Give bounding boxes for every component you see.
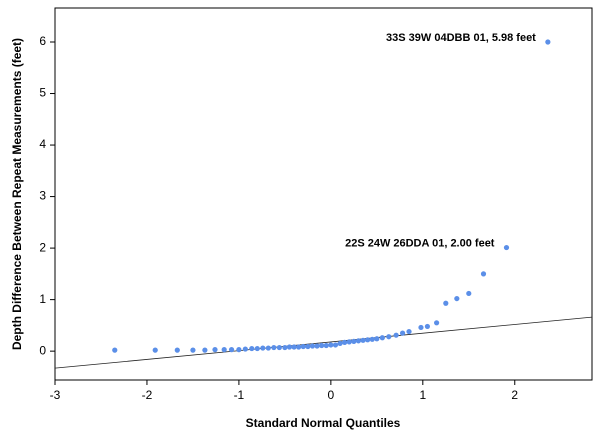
point xyxy=(434,320,440,326)
point xyxy=(369,336,375,342)
point xyxy=(291,344,297,350)
point xyxy=(418,324,424,331)
point xyxy=(254,345,260,352)
point xyxy=(424,323,431,330)
point xyxy=(249,345,255,352)
x-axis-label: Standard Normal Quantiles xyxy=(246,416,401,430)
point xyxy=(112,347,118,353)
point xyxy=(466,290,472,297)
y-tick-label: 1 xyxy=(39,292,46,306)
y-axis-label: Depth Difference Between Repeat Measurem… xyxy=(10,38,24,350)
y-tick-label: 3 xyxy=(39,189,46,203)
point xyxy=(282,344,288,351)
point xyxy=(309,343,316,349)
point xyxy=(454,295,460,302)
point xyxy=(443,300,449,306)
point xyxy=(379,335,385,341)
point xyxy=(323,342,329,349)
point xyxy=(386,334,392,340)
point xyxy=(242,346,248,352)
point xyxy=(355,338,362,344)
point-annotation: 33S 39W 04DBB 01, 5.98 feet xyxy=(386,32,536,44)
reference-line xyxy=(54,316,593,369)
y-tick-label: 4 xyxy=(39,137,46,151)
point xyxy=(480,271,487,277)
point xyxy=(190,347,196,353)
point xyxy=(276,344,282,351)
point-annotation: 22S 24W 26DDA 01, 2.00 feet xyxy=(345,237,495,249)
x-tick-label: -1 xyxy=(234,388,245,402)
point xyxy=(228,347,235,353)
point xyxy=(260,345,266,351)
point xyxy=(328,342,334,348)
point xyxy=(286,344,293,350)
x-tick-label: 2 xyxy=(511,388,518,402)
point xyxy=(346,339,352,345)
point xyxy=(503,244,510,251)
point xyxy=(152,347,158,353)
point xyxy=(406,328,412,335)
point xyxy=(265,345,271,351)
point xyxy=(351,338,357,344)
point xyxy=(174,347,180,353)
point xyxy=(271,344,277,351)
point xyxy=(314,343,320,349)
y-tick-label: 5 xyxy=(39,86,46,100)
point xyxy=(296,344,302,350)
point xyxy=(374,336,380,342)
point xyxy=(236,347,242,353)
point xyxy=(545,39,551,45)
x-tick-label: -3 xyxy=(50,388,61,402)
y-tick-label: 6 xyxy=(39,34,46,48)
point xyxy=(300,343,306,350)
plot-frame xyxy=(54,7,593,381)
point xyxy=(342,339,348,345)
y-tick-label: 0 xyxy=(39,343,46,357)
point xyxy=(202,347,208,353)
point xyxy=(332,342,339,348)
y-tick-label: 2 xyxy=(39,240,46,254)
point xyxy=(393,332,399,338)
x-tick-label: -2 xyxy=(142,388,153,402)
x-tick-label: 1 xyxy=(419,388,426,402)
point xyxy=(399,330,406,336)
point xyxy=(360,337,366,343)
point xyxy=(305,343,311,350)
point xyxy=(365,337,371,343)
point xyxy=(337,340,343,347)
point xyxy=(221,347,227,353)
x-tick-label: 0 xyxy=(328,388,335,402)
point xyxy=(319,342,325,349)
point xyxy=(212,347,218,353)
